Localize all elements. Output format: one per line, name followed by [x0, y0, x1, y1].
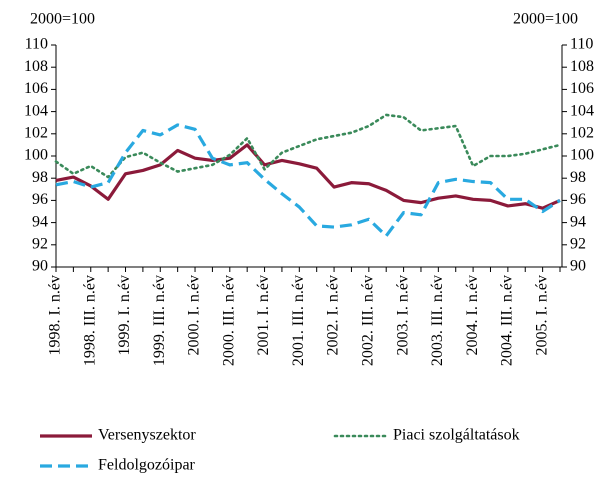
x-tick-label: 1999. I. n.év — [116, 275, 133, 355]
y-tick-label: 96 — [32, 191, 48, 208]
y2-tick-label: 90 — [570, 258, 586, 275]
y2-tick-label: 100 — [570, 147, 594, 164]
x-tick-label: 2000. I. n.év — [186, 275, 203, 355]
y2-tick-label: 98 — [570, 169, 586, 186]
y-tick-label: 104 — [24, 102, 48, 119]
y-tick-label: 102 — [24, 124, 48, 141]
series-line — [54, 113, 562, 179]
x-tick-label: 2005. I. n.év — [533, 275, 550, 355]
y-tick-label: 98 — [32, 169, 48, 186]
x-tick-label: 2003. I. n.év — [394, 275, 411, 355]
y2-axis-label: 2000=100 — [513, 11, 578, 28]
x-tick-label: 2000. III. n.év — [220, 275, 237, 366]
x-tick-label: 2002. III. n.év — [359, 275, 376, 366]
x-tick-label: 1998. III. n.év — [81, 275, 98, 366]
x-tick-label: 1999. III. n.év — [151, 275, 168, 366]
x-tick-label: 2001. III. n.év — [290, 275, 307, 366]
y-tick-label: 90 — [32, 258, 48, 275]
y2-tick-label: 110 — [570, 36, 593, 53]
y-tick-label: 108 — [24, 58, 48, 75]
y-axis-label: 2000=100 — [30, 11, 95, 28]
y2-tick-label: 92 — [570, 235, 586, 252]
x-tick-label: 2001. I. n.év — [255, 275, 272, 355]
y-tick-label: 110 — [25, 36, 48, 53]
y2-tick-label: 108 — [570, 58, 594, 75]
y-tick-label: 94 — [32, 213, 48, 230]
x-tick-label: 2003. III. n.év — [429, 275, 446, 366]
x-tick-label: 2004. I. n.év — [464, 275, 481, 355]
legend-label: Piaci szolgáltatások — [393, 427, 520, 444]
x-tick-label: 2004. III. n.év — [499, 275, 516, 366]
x-tick-label: 2002. I. n.év — [325, 275, 342, 355]
x-tick-label: 1998. I. n.év — [47, 275, 64, 355]
y2-tick-label: 94 — [570, 213, 586, 230]
y2-tick-label: 102 — [570, 124, 594, 141]
y-tick-label: 100 — [24, 147, 48, 164]
y-tick-label: 106 — [24, 80, 48, 97]
y2-tick-label: 96 — [570, 191, 586, 208]
series-line — [55, 123, 561, 238]
series-line — [55, 143, 561, 210]
y-tick-label: 92 — [32, 235, 48, 252]
legend-label: Versenyszektor — [98, 427, 196, 444]
legend-label: Feldolgozóipar — [98, 457, 196, 474]
y2-tick-label: 106 — [570, 80, 594, 97]
y2-tick-label: 104 — [570, 102, 594, 119]
